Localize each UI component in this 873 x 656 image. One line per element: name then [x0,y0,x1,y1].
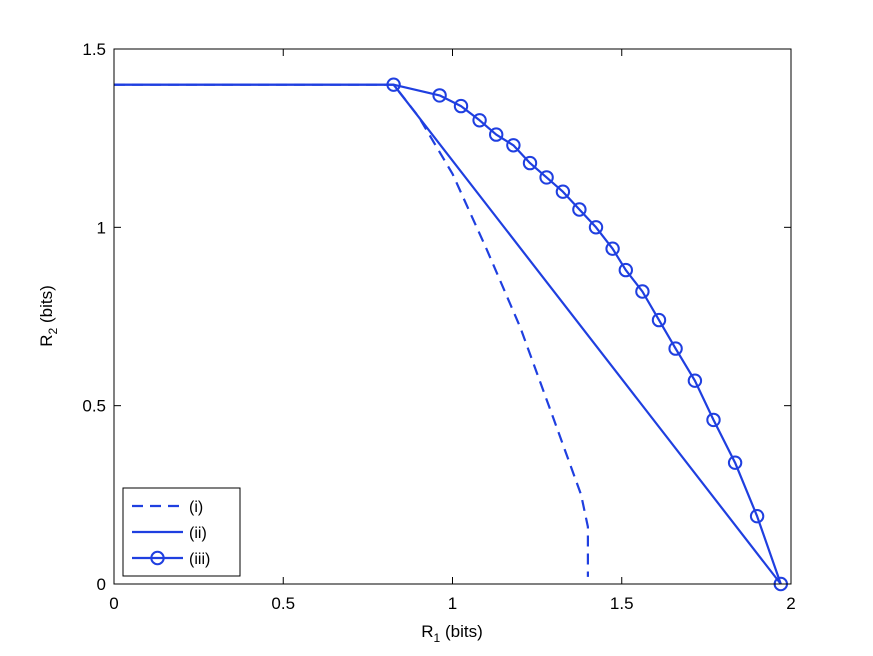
x-tick-label: 0.5 [271,594,295,613]
series-3-point [706,412,721,428]
x-tick-label: 1 [448,594,457,613]
x-axis-label-main: R [421,622,433,641]
legend-marker [150,550,165,566]
series-line-3 [114,83,782,585]
series-3-point [605,241,620,256]
y-tick-label: 1 [97,218,106,237]
axes: 0 0.5 1 1.5 2 0 0.5 1 1.5 [82,40,795,613]
y-axis-label: R2 (bits) [37,285,60,346]
series-line-1 [114,83,590,577]
y-tick-label: 1.5 [82,40,106,59]
series-3-point [727,455,743,470]
series-3-point [651,312,667,328]
y-tick-label: 0 [97,575,106,594]
x-axis-label: R1 (bits) [421,622,482,645]
series-3-point [555,184,571,199]
plot-area [114,77,788,592]
x-tick-label: 0 [109,594,118,613]
legend: (i) (ii) (iii) [122,487,241,577]
series-3-point [432,88,447,103]
y-tick-label: 0.5 [82,397,106,416]
x-tick-label: 1.5 [610,594,634,613]
series-3-point [453,98,469,114]
series-3-point [489,127,504,142]
series-3-point [572,202,587,217]
series-3-point [588,220,604,235]
legend-label: (i) [189,499,203,516]
series-3-point [506,138,521,153]
series-3-point [386,77,401,92]
y-axis-label-main: R [37,334,56,346]
series-3-point [472,113,487,128]
x-axis-label-unit: (bits) [440,622,483,641]
legend-label: (iii) [189,551,210,568]
x-tick-label: 2 [786,594,795,613]
series-3-point [668,341,683,356]
series-3-point [635,284,650,299]
series-3-point [522,155,538,171]
y-axis-label-subscript: 2 [46,327,60,334]
series-3-point [749,509,765,524]
legend-label: (ii) [189,525,207,542]
series-3-point [687,373,703,388]
series-3-point [539,170,554,185]
series-3-point [618,262,633,278]
y-axis-label-unit: (bits) [37,285,56,328]
x-axis-label-subscript: 1 [434,631,441,645]
